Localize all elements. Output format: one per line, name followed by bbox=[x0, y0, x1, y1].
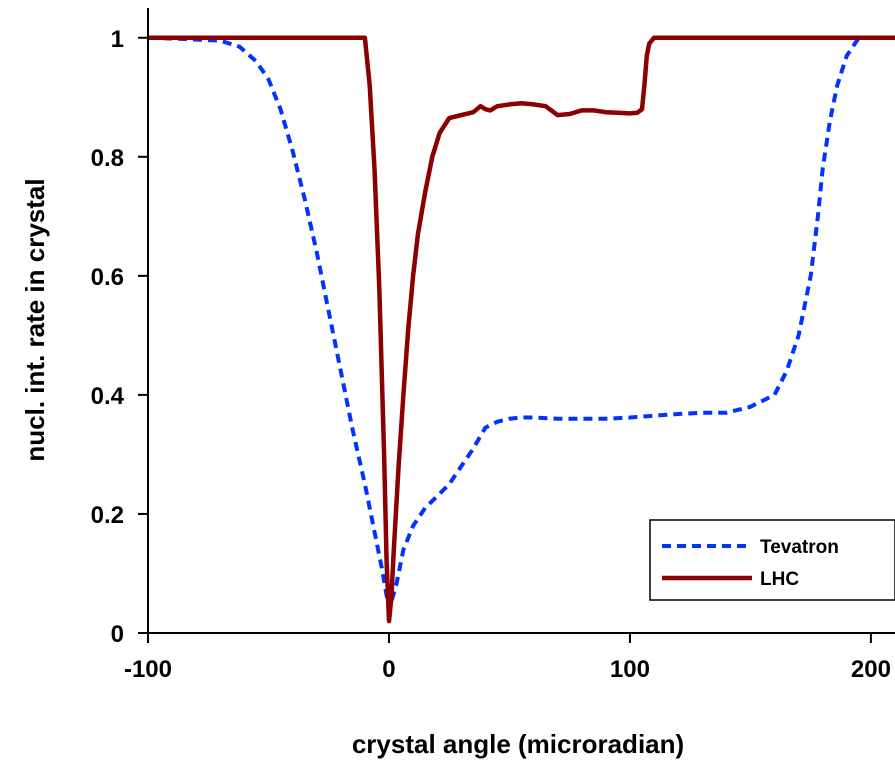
y-tick-label: 0.6 bbox=[91, 264, 124, 291]
legend-label-tevatron: Tevatron bbox=[760, 537, 839, 558]
y-tick-label: 0.4 bbox=[91, 383, 125, 410]
x-axis-title: crystal angle (microradian) bbox=[352, 729, 684, 759]
y-tick-label: 0.8 bbox=[91, 145, 124, 172]
legend-box bbox=[649, 519, 895, 601]
series-line-tevatron bbox=[147, 35, 895, 612]
x-tick-label: 200 bbox=[851, 656, 891, 683]
y-tick-label: 0.2 bbox=[91, 502, 124, 529]
axes bbox=[147, 8, 895, 634]
legend: Tevatron LHC bbox=[649, 519, 895, 601]
x-tick-label: 100 bbox=[610, 656, 650, 683]
x-ticks: -100 0 100 200 bbox=[124, 633, 891, 683]
x-tick-label: -100 bbox=[124, 656, 172, 683]
y-ticks: 0 0.2 0.4 0.6 0.8 1 bbox=[91, 26, 148, 648]
y-axis-title: nucl. int. rate in crystal bbox=[20, 178, 50, 461]
y-tick-label: 1 bbox=[111, 26, 124, 53]
series-line-lhc bbox=[148, 35, 895, 624]
plot-series bbox=[147, 35, 895, 624]
x-tick-label: 0 bbox=[382, 656, 395, 683]
legend-label-lhc: LHC bbox=[760, 569, 799, 590]
y-tick-label: 0 bbox=[111, 621, 124, 648]
